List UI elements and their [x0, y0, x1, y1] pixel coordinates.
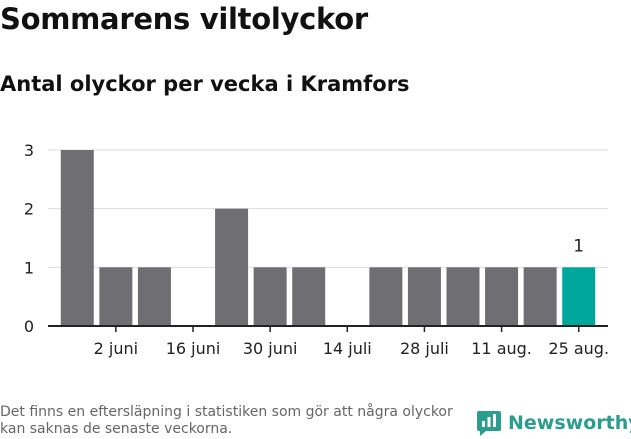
bar: [523, 267, 557, 326]
y-tick-label: 0: [24, 317, 34, 336]
data-label: 1: [573, 236, 584, 256]
bar: [562, 267, 596, 326]
bar: [99, 267, 133, 326]
x-tick-label: 28 juli: [400, 339, 449, 358]
chart-title: Sommarens viltolyckor: [0, 2, 368, 36]
y-axis-ticks: 0 1 2 3: [24, 141, 34, 336]
bar: [407, 267, 441, 326]
x-tick-label: 16 juni: [166, 339, 221, 358]
footnote: Det finns en eftersläpning i statistiken…: [0, 404, 453, 437]
x-axis: 2 juni 16 juni 30 juni 14 juli 28 juli 11 aug…: [48, 325, 609, 358]
data-labels: 1: [573, 236, 584, 256]
brand-name: Newsworthy: [508, 412, 631, 434]
bar: [446, 267, 480, 326]
bar-chart: 0 1 2 3 2 juni 16 juni 30 juni 14 juli 28 juli 1…: [24, 141, 609, 358]
y-tick-label: 1: [24, 258, 34, 277]
brand-logo: Newsworthy: [476, 408, 631, 438]
x-tick-label: 11 aug.: [471, 339, 532, 358]
bar: [60, 150, 94, 326]
bar: [292, 267, 326, 326]
chart-subtitle: Antal olyckor per vecka i Kramfors: [0, 72, 410, 96]
bars: [60, 150, 596, 326]
x-tick-label: 14 juli: [323, 339, 372, 358]
bar: [485, 267, 519, 326]
bar: [137, 267, 171, 326]
y-tick-label: 3: [24, 141, 34, 160]
bar: [215, 208, 249, 326]
newsworthy-logo-icon: [477, 411, 501, 436]
x-tick-label: 2 juni: [94, 339, 138, 358]
x-tick-label: 25 aug.: [548, 339, 609, 358]
bar: [369, 267, 403, 326]
x-tick-label: 30 juni: [243, 339, 298, 358]
gridlines: [48, 149, 608, 268]
bar: [253, 267, 287, 326]
y-tick-label: 2: [24, 200, 34, 219]
